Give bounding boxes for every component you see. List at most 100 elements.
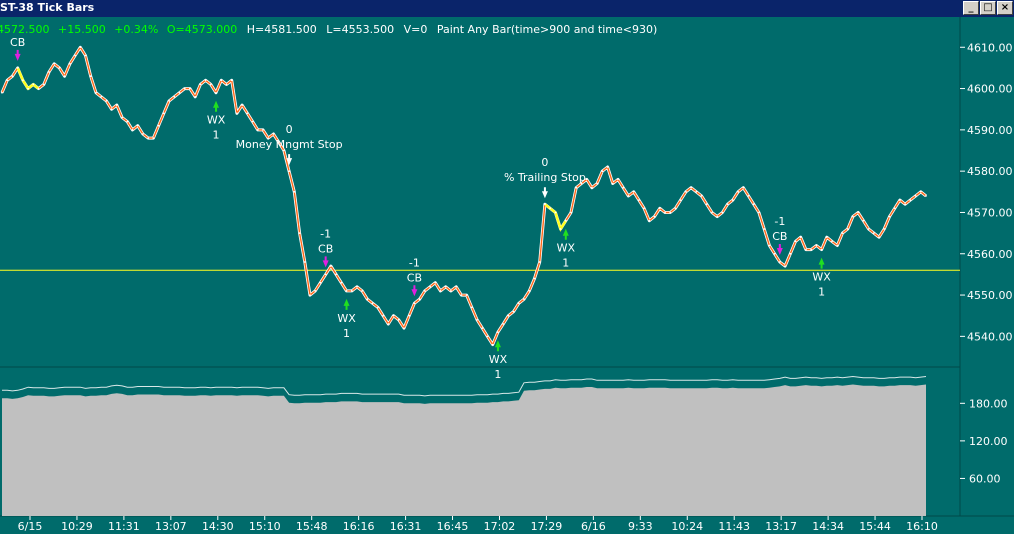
price-point [377, 306, 379, 309]
price-point [361, 290, 364, 292]
buy-signal-label: WX [557, 242, 576, 255]
price-tick-label: 4590.00 [967, 124, 1013, 137]
price-point [392, 314, 395, 317]
price-axis: 4610.00 4600.00 4590.00 4580.00 4570.00 4560.… [960, 41, 1013, 343]
price-point [758, 211, 760, 214]
price-point [846, 228, 849, 230]
price-point [89, 75, 92, 78]
price-point [737, 190, 739, 193]
price-point [173, 95, 176, 98]
price-point [147, 137, 150, 139]
price-point [705, 203, 708, 206]
price-point [183, 87, 186, 90]
volume-panel [2, 375, 927, 516]
minimize-button[interactable]: _ [963, 1, 979, 15]
price-point [79, 46, 82, 49]
price-point [679, 199, 682, 202]
sell-signal-qty: -1 [774, 215, 785, 228]
price-point [862, 219, 865, 222]
price-point [189, 87, 191, 90]
price-point [345, 290, 348, 292]
price-tick-label: 4580.00 [967, 165, 1013, 178]
price-point [6, 79, 9, 82]
price-point [262, 129, 264, 131]
buy-arrow-icon [494, 340, 501, 352]
time-tick-label: 17:02 [484, 520, 516, 533]
price-point [42, 83, 45, 86]
time-tick-label: 15:48 [296, 520, 328, 533]
price-point [58, 67, 61, 69]
sell-arrow-icon [776, 244, 783, 256]
price-point [241, 104, 244, 106]
price-point [204, 79, 207, 82]
price-point [100, 95, 103, 98]
maximize-button[interactable]: □ [980, 1, 996, 15]
price-point [805, 248, 807, 251]
price-point [778, 261, 781, 263]
time-tick-label: 15:10 [249, 520, 281, 533]
price-point [909, 199, 912, 202]
price-point [507, 314, 510, 317]
price-point [893, 207, 896, 210]
status-volume: V=0 [404, 23, 428, 36]
price-line [1, 46, 927, 346]
price-chart: 4572.500 +15.500 +0.34% O=4573.000 H=458… [0, 17, 1014, 534]
price-point [256, 129, 259, 131]
time-tick-label: 14:34 [812, 520, 844, 533]
price-point [37, 87, 40, 90]
price-point [622, 186, 625, 189]
status-line: 4572.500 +15.500 +0.34% O=4573.000 H=458… [0, 23, 657, 36]
price-point [726, 203, 729, 206]
price-point [831, 240, 833, 243]
price-point [810, 248, 813, 251]
price-tick-label: 4550.00 [967, 289, 1013, 302]
price-point [418, 298, 421, 301]
price-point [465, 294, 468, 296]
price-point [784, 265, 786, 267]
price-point [517, 302, 520, 305]
price-point [1, 91, 3, 94]
price-point [799, 236, 802, 239]
volume-axis: 180.00 120.00 60.00 [960, 397, 1008, 485]
volume-area [2, 384, 926, 516]
price-point [648, 219, 651, 222]
price-point [872, 232, 875, 235]
buy-signal-qty: 1 [343, 327, 350, 340]
price-point [267, 137, 270, 139]
price-point [711, 211, 713, 214]
volume-tick-label: 120.00 [969, 435, 1008, 448]
price-point [413, 302, 416, 305]
price-point [460, 294, 463, 296]
time-tick-label: 13:17 [765, 520, 797, 533]
signal-annotations: CB WX 1 0 Money Mngmt Stop -1 CB WX 1 -1 CB WX 1 0 % T… [10, 36, 831, 381]
time-tick-label: 16:10 [906, 520, 938, 533]
buy-signal-label: WX [207, 114, 226, 127]
buy-arrow-icon [343, 298, 350, 310]
price-point [335, 273, 337, 276]
time-axis-panel [0, 516, 1014, 534]
price-point [298, 232, 301, 235]
price-point [601, 170, 604, 173]
price-point [825, 236, 828, 239]
price-point [841, 232, 844, 235]
time-tick-label: 9:33 [628, 520, 653, 533]
sell-signal-label: CB [318, 242, 333, 255]
close-button[interactable]: × [997, 1, 1013, 15]
price-point [63, 75, 66, 78]
price-point [382, 314, 384, 317]
price-point [444, 285, 447, 288]
price-point [209, 83, 212, 86]
price-point [914, 195, 917, 197]
price-point [199, 83, 202, 86]
price-point [470, 306, 473, 309]
price-point [283, 149, 285, 152]
price-point [32, 83, 35, 86]
price-point [643, 207, 645, 210]
price-point [131, 129, 134, 131]
price-point [74, 54, 76, 57]
price-point [773, 252, 776, 255]
price-point [815, 244, 818, 247]
price-point [502, 323, 505, 325]
price-series [0, 45, 927, 347]
buy-signal-qty: 1 [818, 286, 825, 299]
